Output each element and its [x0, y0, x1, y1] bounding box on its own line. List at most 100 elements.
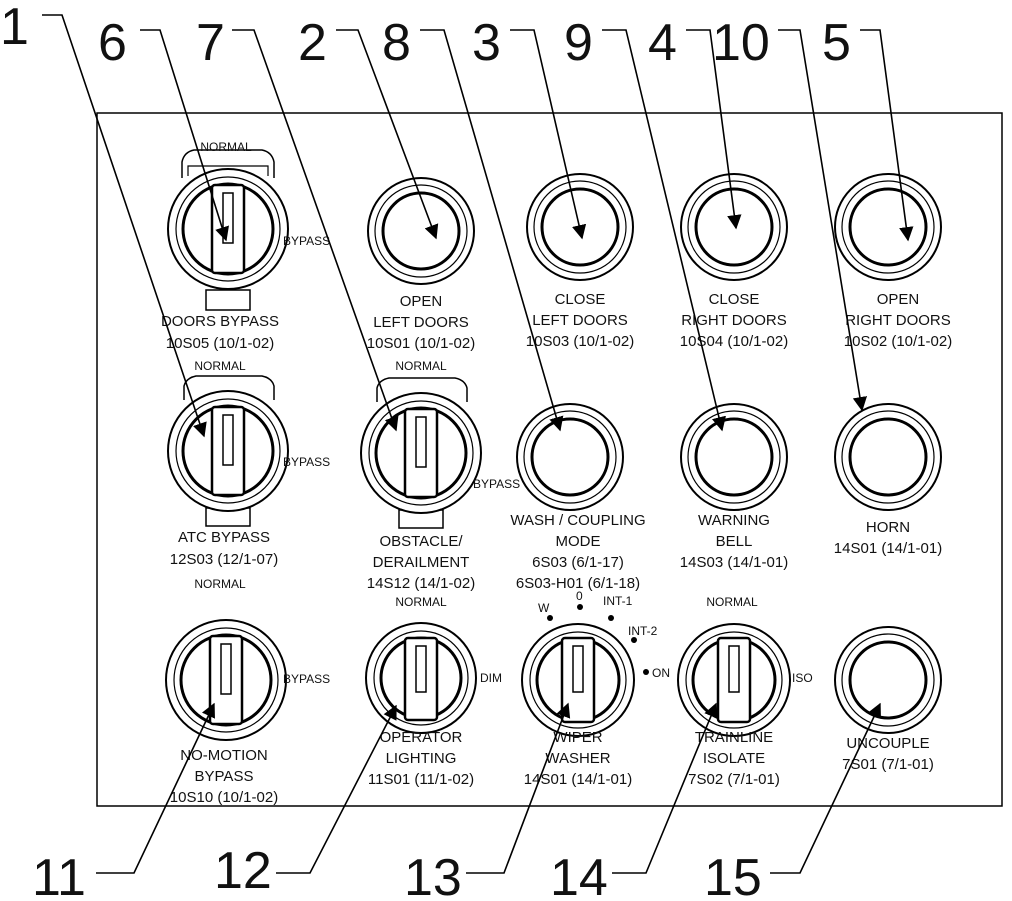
leader-11 — [96, 702, 215, 874]
no-motion-bypass-label: BYPASS — [283, 672, 330, 686]
open-left-doors-button[interactable] — [367, 177, 475, 285]
trainline-isolate-switch[interactable] — [677, 623, 791, 737]
doors-bypass-bypass-label: BYPASS — [283, 234, 330, 248]
trainline-line1: TRAINLINE — [695, 729, 773, 746]
obstacle-code: 14S12 (14/1-02) — [367, 575, 475, 592]
callout-6: 6 — [98, 14, 127, 72]
uncouple-code: 7S01 (7/1-01) — [842, 756, 934, 773]
leader-7 — [232, 29, 399, 432]
wiper-w-label: W — [538, 601, 550, 615]
obstacle-bypass-label: BYPASS — [473, 477, 520, 491]
close-left-line1: CLOSE — [555, 291, 606, 308]
doors-bypass-normal-label: NORMAL — [200, 140, 252, 154]
no-motion-code: 10S10 (10/1-02) — [170, 789, 278, 806]
obstacle-line2: DERAILMENT — [373, 554, 470, 571]
leader-5 — [860, 29, 914, 242]
trainline-line2: ISOLATE — [703, 750, 765, 767]
panel-border — [96, 112, 1003, 807]
horn-name: HORN — [866, 519, 910, 536]
close-right-code: 10S04 (10/1-02) — [680, 333, 788, 350]
obstacle-derailment-switch[interactable] — [360, 377, 482, 529]
leader-12 — [276, 704, 397, 874]
wiper-code: 14S01 (14/1-01) — [524, 771, 632, 788]
doors-bypass-code: 10S05 (10/1-02) — [166, 335, 274, 352]
wash-code: 6S03 (6/1-17) — [532, 554, 624, 571]
wiper-on-label: ON — [652, 666, 670, 680]
atc-bypass-bypass-label: BYPASS — [283, 455, 330, 469]
trainline-code: 7S02 (7/1-01) — [688, 771, 780, 788]
warning-bell-line2: BELL — [716, 533, 753, 550]
doors-bypass-switch[interactable] — [167, 149, 289, 311]
uncouple-button[interactable] — [834, 626, 942, 734]
callout-9: 9 — [564, 14, 593, 72]
open-left-line1: OPEN — [400, 293, 443, 310]
callout-4: 4 — [648, 14, 677, 72]
trainline-iso-label: ISO — [792, 671, 813, 685]
callout-8: 8 — [382, 14, 411, 72]
operator-lighting-dim-label: DIM — [480, 671, 502, 685]
open-right-line1: OPEN — [877, 291, 920, 308]
wiper-washer-selector[interactable] — [521, 604, 649, 737]
wiper-int2-label: INT-2 — [628, 624, 658, 638]
callout-13: 13 — [404, 849, 462, 901]
wiper-zero-label: 0 — [576, 589, 583, 603]
close-left-code: 10S03 (10/1-02) — [526, 333, 634, 350]
atc-bypass-name: ATC BYPASS — [178, 529, 270, 546]
operator-lighting-switch[interactable] — [365, 622, 477, 734]
close-left-line2: LEFT DOORS — [532, 312, 628, 329]
wash-code2: 6S03-H01 (6/1-18) — [516, 575, 640, 592]
open-right-doors-button[interactable] — [834, 173, 942, 281]
close-right-doors-button[interactable] — [680, 173, 788, 281]
leader-13 — [466, 702, 571, 874]
no-motion-bypass-switch[interactable] — [165, 619, 287, 741]
open-left-code: 10S01 (10/1-02) — [367, 335, 475, 352]
operator-lighting-line2: LIGHTING — [386, 750, 457, 767]
horn-button[interactable] — [834, 403, 942, 511]
uncouple-name: UNCOUPLE — [846, 735, 929, 752]
no-motion-normal-label: NORMAL — [194, 577, 246, 591]
wiper-line2: WASHER — [545, 750, 610, 767]
callout-11: 11 — [32, 849, 86, 901]
warning-bell-button[interactable] — [680, 403, 788, 511]
trainline-normal-label: NORMAL — [706, 595, 758, 609]
callout-2: 2 — [298, 14, 327, 72]
callout-leaders — [42, 14, 914, 874]
leader-14 — [612, 702, 718, 874]
leader-6 — [140, 29, 229, 242]
wash-line2: MODE — [556, 533, 601, 550]
leader-10 — [778, 29, 868, 412]
leader-8 — [420, 29, 564, 432]
close-right-line2: RIGHT DOORS — [681, 312, 787, 329]
callout-7: 7 — [196, 14, 225, 72]
no-motion-line2: BYPASS — [195, 768, 254, 785]
wiper-int1-label: INT-1 — [603, 594, 633, 608]
leader-9 — [602, 29, 726, 432]
operator-lighting-code: 11S01 (11/1-02) — [368, 771, 474, 788]
horn-code: 14S01 (14/1-01) — [834, 540, 942, 557]
callout-3: 3 — [472, 14, 501, 72]
atc-bypass-code: 12S03 (12/1-07) — [170, 551, 278, 568]
open-left-line2: LEFT DOORS — [373, 314, 469, 331]
obstacle-line1: OBSTACLE/ — [379, 533, 463, 550]
warning-bell-code: 14S03 (14/1-01) — [680, 554, 788, 571]
leader-15 — [770, 702, 881, 874]
leader-4 — [686, 29, 742, 230]
wiper-line1: WIPER — [553, 729, 602, 746]
leader-2 — [336, 29, 439, 240]
obstacle-normal-label: NORMAL — [395, 359, 447, 373]
wash-line1: WASH / COUPLING — [510, 512, 645, 529]
callout-15: 15 — [704, 849, 762, 901]
warning-bell-line1: WARNING — [698, 512, 770, 529]
callout-12: 12 — [214, 842, 272, 900]
open-right-code: 10S02 (10/1-02) — [844, 333, 952, 350]
atc-bypass-switch[interactable] — [167, 375, 289, 527]
wash-coupling-mode-button[interactable] — [516, 403, 624, 511]
callout-10: 10 — [712, 14, 770, 72]
close-right-line1: CLOSE — [709, 291, 760, 308]
open-right-line2: RIGHT DOORS — [845, 312, 951, 329]
operator-lighting-normal-label: NORMAL — [395, 595, 447, 609]
atc-bypass-normal-label: NORMAL — [194, 359, 246, 373]
operator-lighting-line1: OPERATOR — [380, 729, 463, 746]
leader-1 — [42, 14, 207, 438]
